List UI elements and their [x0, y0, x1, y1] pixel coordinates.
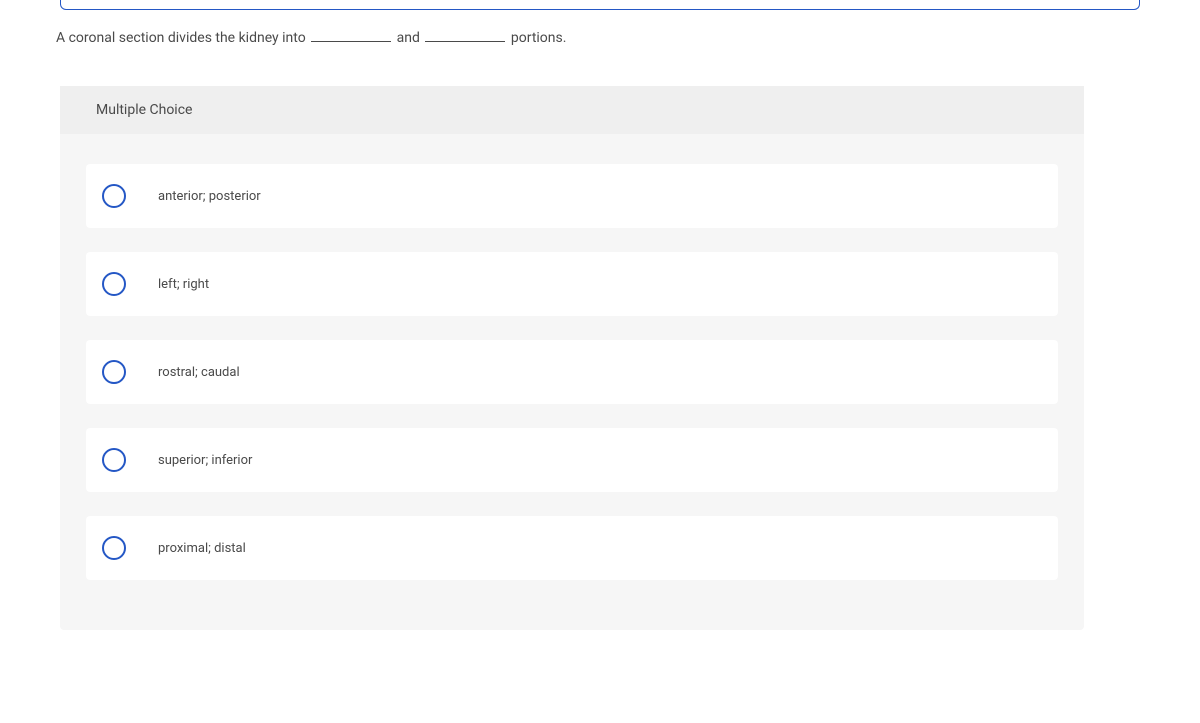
option-label: rostral; caudal: [158, 365, 240, 380]
option-label: superior; inferior: [158, 453, 252, 468]
blank-2: [425, 28, 505, 42]
option-label: left; right: [158, 277, 209, 292]
option-superior-inferior[interactable]: superior; inferior: [86, 428, 1058, 492]
radio-icon: [102, 272, 126, 296]
option-left-right[interactable]: left; right: [86, 252, 1058, 316]
radio-icon: [102, 184, 126, 208]
question-container: Multiple Choice anterior; posterior left…: [60, 86, 1084, 630]
options-container: anterior; posterior left; right rostral;…: [60, 134, 1084, 580]
question-text-end: portions.: [511, 30, 567, 46]
option-label: proximal; distal: [158, 541, 246, 556]
question-text: A coronal section divides the kidney int…: [0, 10, 1200, 46]
option-proximal-distal[interactable]: proximal; distal: [86, 516, 1058, 580]
option-rostral-caudal[interactable]: rostral; caudal: [86, 340, 1058, 404]
option-label: anterior; posterior: [158, 189, 261, 204]
question-text-part1: A coronal section divides the kidney int…: [56, 30, 306, 46]
radio-icon: [102, 536, 126, 560]
radio-icon: [102, 360, 126, 384]
question-type-header: Multiple Choice: [60, 86, 1084, 134]
top-frame: [60, 0, 1140, 10]
blank-1: [311, 28, 391, 42]
radio-icon: [102, 448, 126, 472]
option-anterior-posterior[interactable]: anterior; posterior: [86, 164, 1058, 228]
question-text-middle: and: [397, 30, 420, 46]
